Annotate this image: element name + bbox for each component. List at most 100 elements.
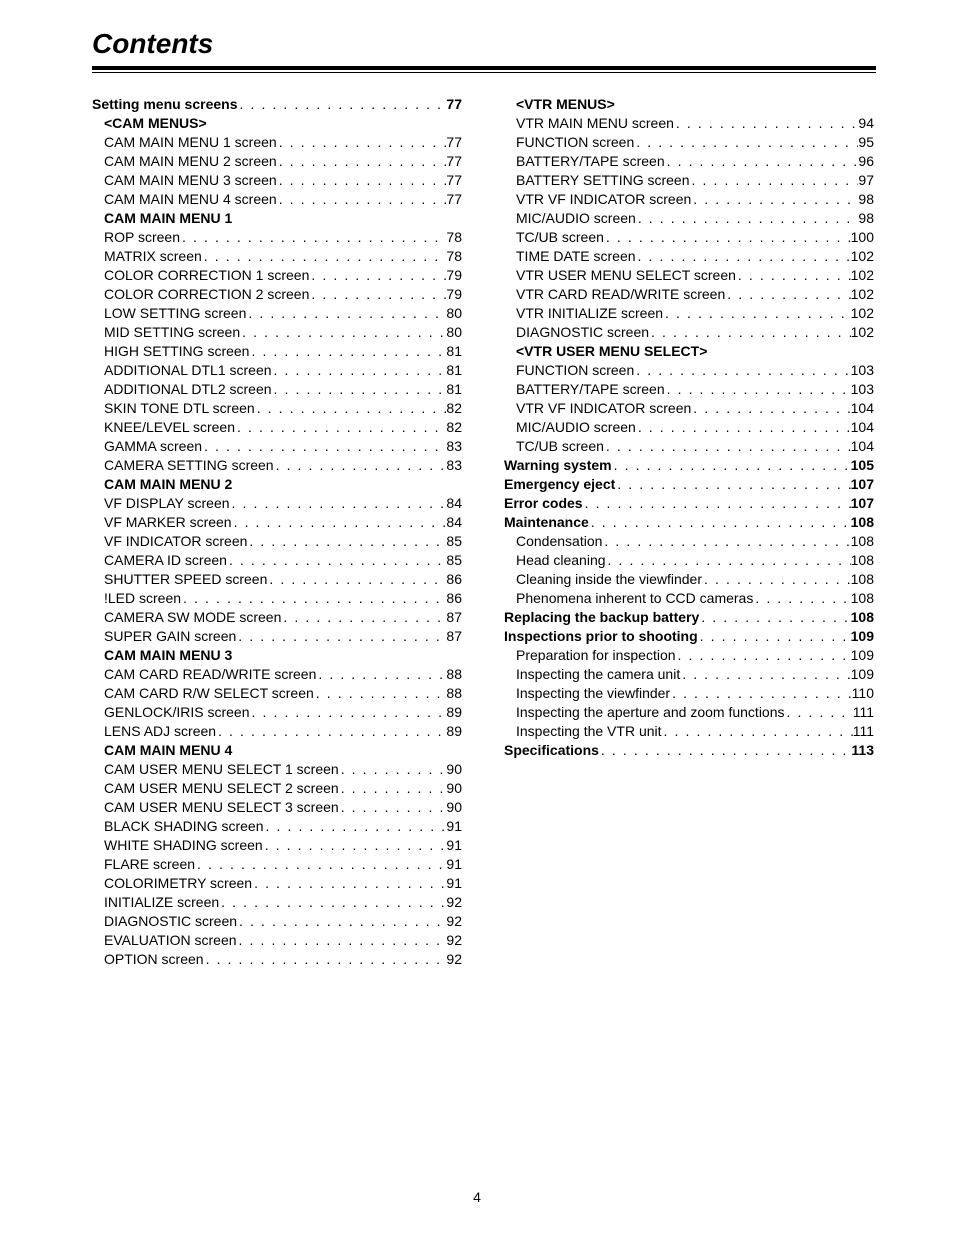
toc-entry-label: HIGH SETTING screen: [104, 342, 249, 361]
toc-entry-label: TC/UB screen: [516, 228, 604, 247]
toc-entry: Condensation . . . . . . . . . . . . . .…: [504, 532, 874, 551]
toc-entry-page: 82: [446, 399, 462, 418]
toc-entry-leader: . . . . . . . . . . . . . . . . . . . . …: [240, 323, 446, 342]
toc-entry-page: 98: [858, 209, 874, 228]
toc-entry-label: BATTERY/TAPE screen: [516, 380, 665, 399]
rule-thin: [92, 72, 876, 73]
toc-entry-page: 91: [446, 874, 462, 893]
toc-entry-label: <VTR MENUS>: [516, 95, 615, 114]
toc-entry: LOW SETTING screen . . . . . . . . . . .…: [92, 304, 462, 323]
toc-entry-leader: . . . . . . . . . . . . . . . . . . . . …: [277, 152, 447, 171]
toc-entry-page: 110: [852, 684, 874, 703]
toc-entry: FUNCTION screen . . . . . . . . . . . . …: [504, 361, 874, 380]
toc-entry-leader: . . . . . . . . . . . . . . . . . . . . …: [277, 133, 447, 152]
toc-entry-leader: . . . . . . . . . . . . . . . . . . . . …: [277, 171, 447, 190]
toc-entry-leader: . . . . . . . . . . . . . . . . . . . . …: [602, 532, 850, 551]
toc-entry-label: TC/UB screen: [516, 437, 604, 456]
toc-entry-leader: . . . . . . . . . . . . . . . . . . . . …: [753, 589, 850, 608]
toc-entry-label: Setting menu screens: [92, 95, 238, 114]
toc-entry-leader: . . . . . . . . . . . . . . . . . . . . …: [725, 285, 850, 304]
toc-entry-label: Inspecting the camera unit: [516, 665, 680, 684]
toc-entry: Inspections prior to shooting . . . . . …: [504, 627, 874, 646]
toc-entry-label: Maintenance: [504, 513, 589, 532]
toc-entry: CAM USER MENU SELECT 3 screen . . . . . …: [92, 798, 462, 817]
toc-entry-page: 78: [446, 228, 462, 247]
toc-entry-page: 90: [446, 779, 462, 798]
toc-entry-leader: . . . . . . . . . . . . . . . . . . . . …: [232, 513, 447, 532]
toc-entry: INITIALIZE screen . . . . . . . . . . . …: [92, 893, 462, 912]
toc-entry-leader: . . . . . . . . . . . . . . . . . . . . …: [662, 722, 853, 741]
toc-entry: Inspecting the viewfinder . . . . . . . …: [504, 684, 874, 703]
toc-column-right: <VTR MENUS>VTR MAIN MENU screen . . . . …: [504, 95, 874, 969]
toc-entry-leader: . . . . . . . . . . . . . . . . . . . . …: [272, 361, 447, 380]
toc-entry-leader: . . . . . . . . . . . . . . . . . . . . …: [604, 228, 851, 247]
toc-entry-label: BATTERY/TAPE screen: [516, 152, 665, 171]
toc-entry-page: 81: [446, 342, 462, 361]
toc-entry-label: <CAM MENUS>: [104, 114, 207, 133]
toc-entry-label: CAM USER MENU SELECT 2 screen: [104, 779, 339, 798]
toc-entry-leader: . . . . . . . . . . . . . . . . . . . . …: [274, 456, 447, 475]
toc-entry: CAM MAIN MENU 4 screen . . . . . . . . .…: [92, 190, 462, 209]
toc-entry-page: 108: [851, 513, 874, 532]
toc-entry-label: Replacing the backup battery: [504, 608, 699, 627]
toc-entry-leader: . . . . . . . . . . . . . . . . . . . . …: [615, 475, 850, 494]
toc-entry-leader: . . . . . . . . . . . . . . . . . . . . …: [309, 266, 446, 285]
toc-entry-page: 104: [851, 399, 874, 418]
toc-entry-page: 108: [851, 608, 874, 627]
toc-entry-leader: . . . . . . . . . . . . . . . . . . . . …: [691, 190, 858, 209]
toc-entry: Inspecting the camera unit . . . . . . .…: [504, 665, 874, 684]
toc-entry-leader: . . . . . . . . . . . . . . . . . . . . …: [702, 570, 851, 589]
toc-entry: Phenomena inherent to CCD cameras . . . …: [504, 589, 874, 608]
toc-entry-leader: . . . . . . . . . . . . . . . . . . . . …: [216, 722, 446, 741]
toc-entry-label: CAM CARD READ/WRITE screen: [104, 665, 316, 684]
toc-entry-label: VTR MAIN MENU screen: [516, 114, 674, 133]
toc-entry: BATTERY SETTING screen . . . . . . . . .…: [504, 171, 874, 190]
toc-entry: EVALUATION screen . . . . . . . . . . . …: [92, 931, 462, 950]
toc-entry-page: 86: [446, 570, 462, 589]
toc-entry-leader: . . . . . . . . . . . . . . . . . . . . …: [674, 114, 859, 133]
toc-entry-leader: . . . . . . . . . . . . . . . . . . . . …: [599, 741, 851, 760]
toc-entry-page: 88: [446, 665, 462, 684]
toc-entry-leader: . . . . . . . . . . . . . . . . . . . . …: [219, 893, 446, 912]
toc-entry-leader: . . . . . . . . . . . . . . . . . . . . …: [235, 418, 446, 437]
toc-entry-page: 79: [446, 266, 462, 285]
toc-entry-page: 100: [851, 228, 874, 247]
toc-entry: COLOR CORRECTION 2 screen . . . . . . . …: [92, 285, 462, 304]
toc-entry-leader: . . . . . . . . . . . . . . . . . . . . …: [236, 627, 446, 646]
toc-entry-page: 102: [851, 304, 874, 323]
toc-entry-leader: . . . . . . . . . . . . . . . . . . . . …: [246, 304, 446, 323]
toc-entry-leader: . . . . . . . . . . . . . . . . . . . . …: [583, 494, 851, 513]
toc-entry-label: CAM MAIN MENU 3: [104, 646, 232, 665]
toc-entry-page: 91: [446, 817, 462, 836]
toc-entry-leader: . . . . . . . . . . . . . . . . . . . . …: [665, 152, 859, 171]
page-number: 4: [0, 1189, 954, 1205]
toc-entry: Cleaning inside the viewfinder . . . . .…: [504, 570, 874, 589]
toc-entry-label: CAM CARD R/W SELECT screen: [104, 684, 314, 703]
toc-entry-page: 77: [446, 133, 462, 152]
toc-entry-page: 107: [851, 494, 874, 513]
toc-entry-label: COLOR CORRECTION 2 screen: [104, 285, 309, 304]
toc-entry-page: 108: [851, 570, 874, 589]
toc-entry-leader: . . . . . . . . . . . . . . . . . . . . …: [314, 684, 447, 703]
toc-entry-leader: . . . . . . . . . . . . . . . . . . . . …: [181, 589, 446, 608]
toc-entry: SKIN TONE DTL screen . . . . . . . . . .…: [92, 399, 462, 418]
toc-columns: Setting menu screens . . . . . . . . . .…: [92, 95, 876, 969]
toc-entry-label: CAM MAIN MENU 3 screen: [104, 171, 277, 190]
toc-entry: Warning system . . . . . . . . . . . . .…: [504, 456, 874, 475]
toc-entry-label: SUPER GAIN screen: [104, 627, 236, 646]
toc-entry-leader: . . . . . . . . . . . . . . . . . . . . …: [636, 209, 859, 228]
toc-entry-label: CAM MAIN MENU 1 screen: [104, 133, 277, 152]
toc-entry-label: ADDITIONAL DTL2 screen: [104, 380, 272, 399]
toc-entry-page: 102: [851, 266, 874, 285]
toc-entry: LENS ADJ screen . . . . . . . . . . . . …: [92, 722, 462, 741]
toc-entry: CAMERA SW MODE screen . . . . . . . . . …: [92, 608, 462, 627]
toc-entry-label: !LED screen: [104, 589, 181, 608]
toc-entry-leader: . . . . . . . . . . . . . . . . . . . . …: [339, 779, 447, 798]
toc-entry-label: VTR USER MENU SELECT screen: [516, 266, 736, 285]
toc-entry-leader: . . . . . . . . . . . . . . . . . . . . …: [785, 703, 853, 722]
toc-entry-page: 80: [446, 323, 462, 342]
toc-entry-page: 107: [851, 475, 874, 494]
toc-entry-label: LOW SETTING screen: [104, 304, 246, 323]
toc-entry-leader: . . . . . . . . . . . . . . . . . . . . …: [238, 95, 447, 114]
toc-entry-leader: . . . . . . . . . . . . . . . . . . . . …: [277, 190, 447, 209]
